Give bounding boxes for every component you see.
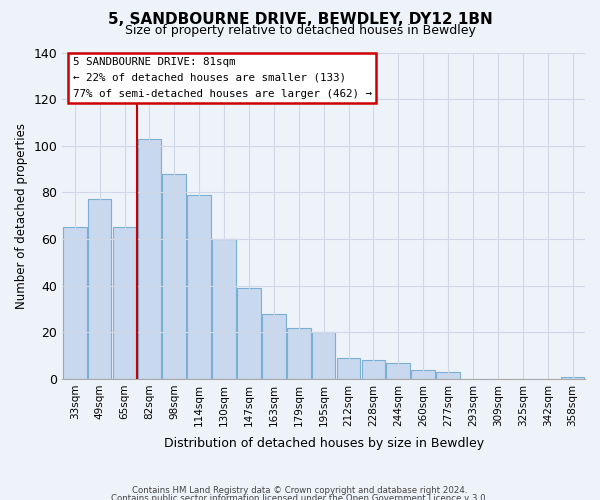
Bar [113, 228, 136, 379]
Bar [63, 228, 86, 379]
Bar [137, 139, 161, 379]
Bar [312, 332, 335, 379]
Bar [561, 376, 584, 379]
Text: Size of property relative to detached houses in Bewdley: Size of property relative to detached ho… [125, 24, 475, 37]
Y-axis label: Number of detached properties: Number of detached properties [15, 122, 28, 308]
Bar [237, 288, 261, 379]
Text: Contains public sector information licensed under the Open Government Licence v : Contains public sector information licen… [112, 494, 488, 500]
Text: 5, SANDBOURNE DRIVE, BEWDLEY, DY12 1BN: 5, SANDBOURNE DRIVE, BEWDLEY, DY12 1BN [107, 12, 493, 28]
X-axis label: Distribution of detached houses by size in Bewdley: Distribution of detached houses by size … [164, 437, 484, 450]
Bar [163, 174, 186, 379]
Bar [362, 360, 385, 379]
Bar [212, 239, 236, 379]
Bar [187, 194, 211, 379]
Bar [88, 200, 112, 379]
Text: Contains HM Land Registry data © Crown copyright and database right 2024.: Contains HM Land Registry data © Crown c… [132, 486, 468, 495]
Bar [262, 314, 286, 379]
Bar [436, 372, 460, 379]
Text: 5 SANDBOURNE DRIVE: 81sqm
← 22% of detached houses are smaller (133)
77% of semi: 5 SANDBOURNE DRIVE: 81sqm ← 22% of detac… [73, 58, 372, 98]
Bar [337, 358, 361, 379]
Bar [287, 328, 311, 379]
Bar [386, 362, 410, 379]
Bar [412, 370, 435, 379]
